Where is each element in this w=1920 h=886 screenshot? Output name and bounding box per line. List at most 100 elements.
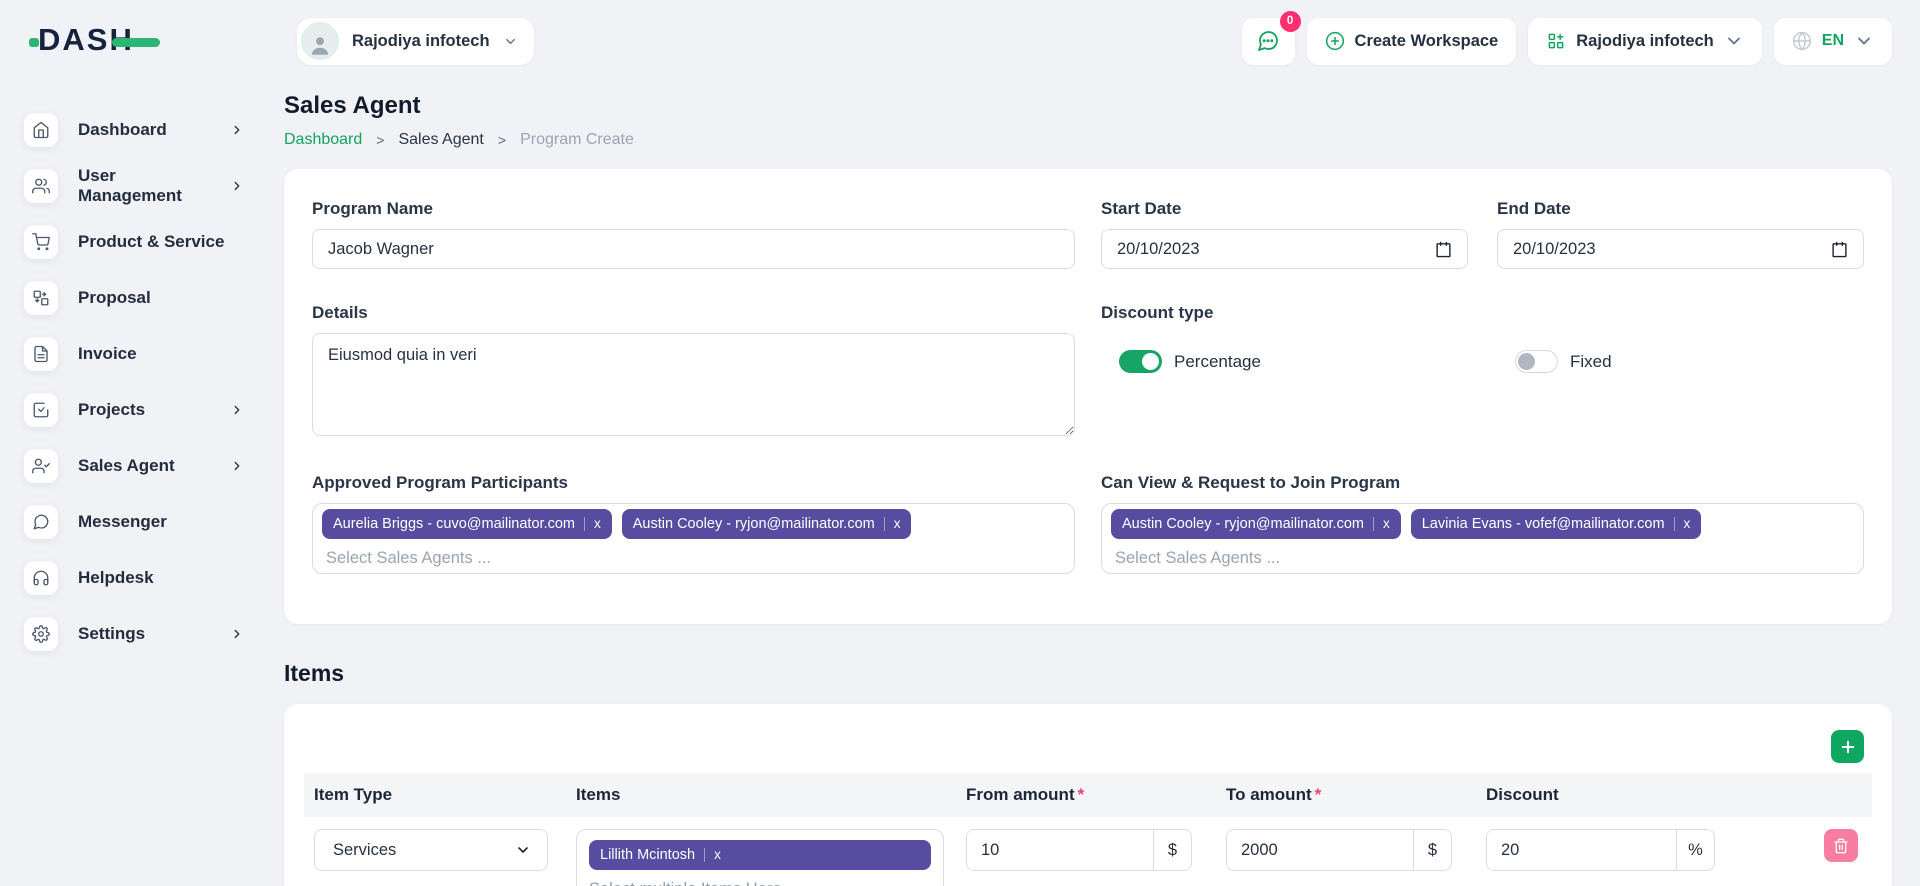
remove-tag-icon[interactable]: x [893, 516, 901, 532]
from-amount-input[interactable] [967, 830, 1153, 870]
chevron-right-icon [230, 459, 244, 473]
participant-tag: Lavinia Evans - vofef@mailinator.com x [1410, 509, 1702, 539]
can-view-group: Can View & Request to Join Program Austi… [1101, 473, 1864, 574]
fixed-toggle[interactable]: Fixed [1497, 350, 1864, 373]
remove-tag-icon[interactable]: x [714, 847, 721, 863]
cart-icon [24, 225, 58, 259]
sidebar-item-label: User Management [78, 166, 182, 205]
remove-tag-icon[interactable]: x [1683, 516, 1691, 532]
details-label: Details [312, 303, 368, 322]
start-date-input[interactable]: 20/10/2023 [1101, 229, 1468, 269]
sidebar-nav: Dashboard User Management Product & Serv… [24, 102, 244, 662]
tag-divider [1372, 517, 1374, 531]
create-workspace-button[interactable]: Create Workspace [1306, 17, 1517, 65]
item-row: Services Lillith Mcintosh x Select multi… [304, 817, 1872, 886]
to-amount-group: $ [1226, 829, 1452, 871]
item-type-select[interactable]: Services [314, 829, 548, 871]
messenger-icon [24, 505, 58, 539]
tag-divider [583, 517, 585, 531]
breadcrumb-sales-agent[interactable]: Sales Agent [398, 131, 484, 148]
start-date-group: Start Date 20/10/2023 [1101, 199, 1468, 269]
delete-row-button[interactable] [1824, 829, 1858, 862]
globe-icon [1792, 31, 1811, 51]
approved-participants-group: Approved Program Participants Aurelia Br… [312, 473, 1075, 574]
approved-participants-select[interactable]: Aurelia Briggs - cuvo@mailinator.com x A… [312, 503, 1075, 574]
approved-participants-label: Approved Program Participants [312, 473, 569, 492]
sidebar-item-dashboard[interactable]: Dashboard [24, 102, 244, 158]
chevron-down-icon [503, 34, 518, 49]
items-multiselect[interactable]: Lillith Mcintosh x Select multiple Items… [576, 829, 944, 886]
col-discount: Discount [1486, 785, 1559, 804]
details-textarea[interactable]: Eiusmod quia in veri [312, 333, 1075, 436]
sidebar-item-label: Helpdesk [78, 568, 154, 587]
percentage-toggle[interactable]: Percentage [1101, 350, 1468, 373]
tag-divider [704, 848, 706, 862]
item-tag: Lillith Mcintosh x [589, 840, 931, 870]
trash-icon [1834, 838, 1848, 853]
sidebar: DASH Dashboard User Management [0, 0, 284, 886]
sidebar-item-sales-agent[interactable]: Sales Agent [24, 438, 244, 494]
breadcrumb-dashboard[interactable]: Dashboard [284, 131, 363, 148]
discount-input[interactable] [1487, 830, 1676, 870]
participant-tag: Austin Cooley - ryjon@mailinator.com x [1111, 509, 1401, 539]
items-cell: Lillith Mcintosh x Select multiple Items… [566, 829, 956, 886]
home-icon [24, 113, 58, 147]
workspace-selector[interactable]: Rajodiya infotech [297, 17, 534, 65]
remove-tag-icon[interactable]: x [1382, 516, 1390, 532]
details-group: Details Eiusmod quia in veri [312, 303, 1075, 441]
participant-tag: Austin Cooley - ryjon@mailinator.com x [621, 509, 912, 539]
items-card: Item Type Items From amount * To amount * … [284, 704, 1892, 886]
col-from-amount: From amount * [966, 785, 1085, 804]
toggle-on-icon[interactable] [1119, 350, 1162, 373]
breadcrumb-program-create: Program Create [520, 131, 634, 148]
toggle-off-icon[interactable] [1515, 350, 1558, 373]
end-date-input[interactable]: 20/10/2023 [1497, 229, 1864, 269]
from-amount-cell: $ [956, 829, 1216, 871]
chevron-down-icon [518, 847, 528, 853]
plus-circle-icon [1325, 31, 1344, 51]
messages-button[interactable]: 0 [1241, 10, 1301, 65]
program-name-input[interactable] [312, 229, 1075, 269]
check-square-icon [24, 393, 58, 427]
plus-icon [1841, 740, 1854, 753]
sidebar-item-messenger[interactable]: Messenger [24, 494, 244, 550]
percent-suffix: % [1676, 830, 1714, 870]
sidebar-item-label: Sales Agent [78, 456, 175, 475]
tag-divider [883, 517, 885, 531]
sidebar-item-user-management[interactable]: User Management [24, 158, 244, 214]
main-content: Rajodiya infotech 0 Create Workspace Raj… [284, 0, 1920, 886]
language-selector[interactable]: EN [1773, 17, 1892, 65]
workspace-grid-icon [1548, 33, 1564, 49]
sidebar-item-projects[interactable]: Projects [24, 382, 244, 438]
item-type-value: Services [333, 840, 397, 859]
tag-label: Lavinia Evans - vofef@mailinator.com [1421, 516, 1665, 532]
items-placeholder: Select multiple Items Here....... [589, 880, 931, 886]
sidebar-item-product-service[interactable]: Product & Service [24, 214, 244, 270]
percentage-toggle-label: Percentage [1174, 351, 1261, 371]
can-view-select[interactable]: Austin Cooley - ryjon@mailinator.com x L… [1101, 503, 1864, 574]
tag-label: Lillith Mcintosh [600, 847, 696, 863]
remove-tag-icon[interactable]: x [593, 516, 601, 532]
sidebar-item-settings[interactable]: Settings [24, 606, 244, 662]
sidebar-item-proposal[interactable]: Proposal [24, 270, 244, 326]
item-type-cell: Services [304, 829, 566, 871]
row-actions-cell [1736, 829, 1872, 862]
col-to-amount: To amount * [1226, 785, 1322, 804]
chevron-down-icon [1854, 31, 1874, 51]
sidebar-item-invoice[interactable]: Invoice [24, 326, 244, 382]
items-section-title: Items [284, 660, 345, 686]
dash-logo[interactable]: DASH [29, 22, 178, 62]
to-amount-input[interactable] [1227, 830, 1413, 870]
end-date-label: End Date [1497, 199, 1571, 218]
workspace-dropdown[interactable]: Rajodiya infotech [1528, 17, 1762, 65]
chevron-right-icon [230, 403, 244, 417]
chevron-down-icon [1724, 31, 1744, 51]
from-amount-group: $ [966, 829, 1192, 871]
discount-group: % [1486, 829, 1715, 871]
breadcrumb: Dashboard > Sales Agent > Program Create [284, 131, 1892, 149]
add-item-row-button[interactable] [1831, 730, 1864, 763]
program-form-card: Program Name Start Date 20/10/2023 End D… [284, 169, 1892, 624]
sidebar-item-helpdesk[interactable]: Helpdesk [24, 550, 244, 606]
start-date-value: 20/10/2023 [1117, 239, 1200, 258]
